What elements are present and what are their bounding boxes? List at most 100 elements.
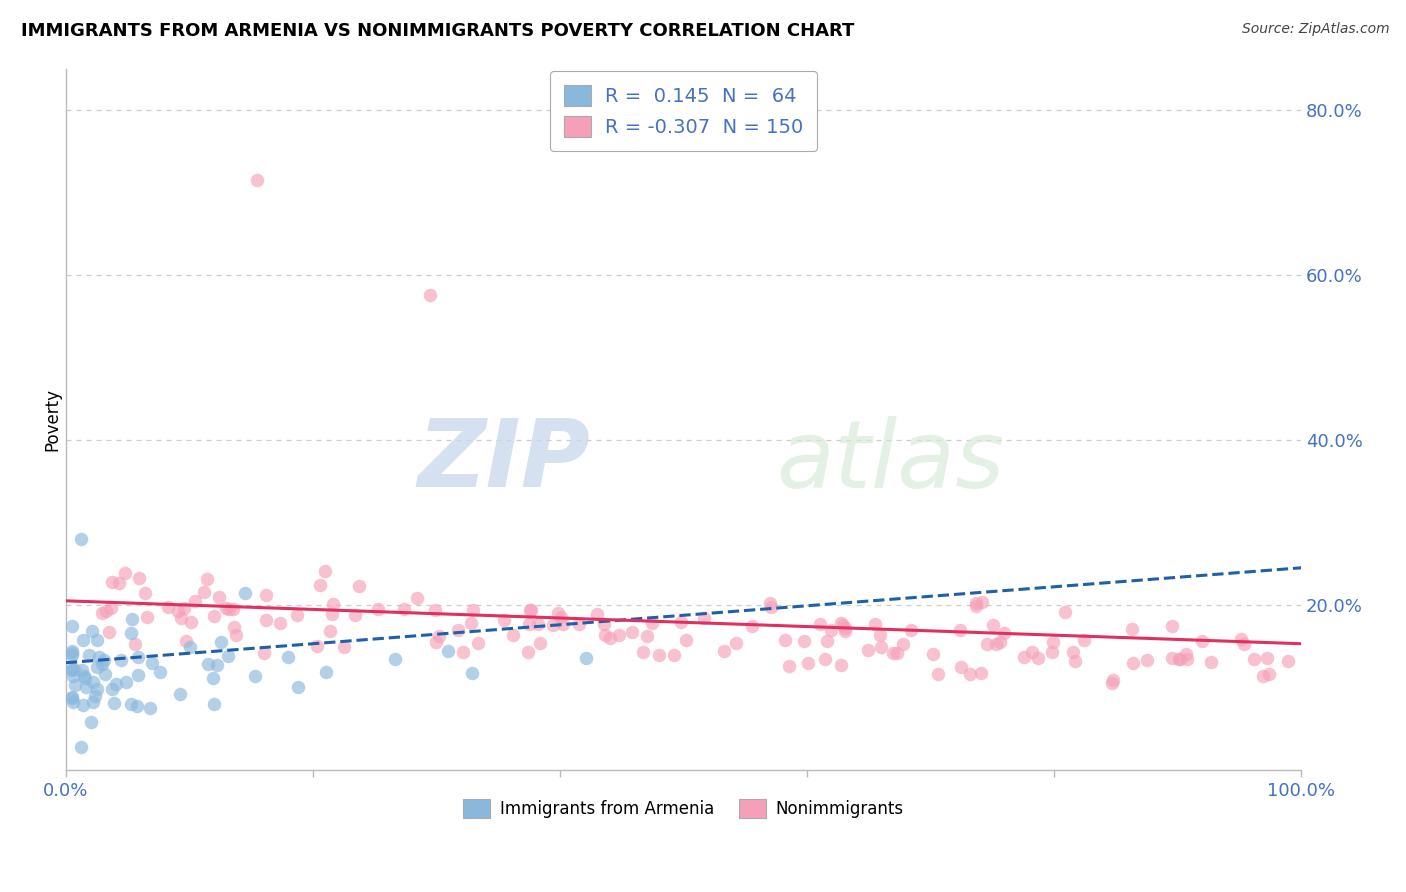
Point <box>91 657 114 672</box>
Point <box>830 658 852 673</box>
Point <box>80 624 103 639</box>
Point <box>419 288 441 302</box>
Point <box>882 646 904 660</box>
Point <box>343 607 366 622</box>
Point <box>834 624 856 638</box>
Point <box>575 651 598 665</box>
Text: ZIP: ZIP <box>418 416 591 508</box>
Point <box>993 626 1015 640</box>
Point <box>315 665 337 680</box>
Point <box>134 586 156 600</box>
Point <box>314 564 336 578</box>
Point <box>406 591 429 605</box>
Legend: Immigrants from Armenia, Nonimmigrants: Immigrants from Armenia, Nonimmigrants <box>457 793 911 825</box>
Point <box>1160 650 1182 665</box>
Text: IMMIGRANTS FROM ARMENIA VS NONIMMIGRANTS POVERTY CORRELATION CHART: IMMIGRANTS FROM ARMENIA VS NONIMMIGRANTS… <box>21 22 855 40</box>
Point <box>1012 649 1035 664</box>
Point <box>427 629 450 643</box>
Point <box>741 619 763 633</box>
Point <box>60 691 83 706</box>
Point <box>322 597 344 611</box>
Point <box>725 635 748 649</box>
Point <box>193 585 215 599</box>
Point <box>592 617 614 632</box>
Point <box>1122 657 1144 671</box>
Point <box>349 579 371 593</box>
Point <box>607 628 630 642</box>
Point <box>599 631 621 645</box>
Point <box>425 635 447 649</box>
Point <box>170 611 193 625</box>
Point <box>520 603 543 617</box>
Point <box>86 659 108 673</box>
Point <box>93 653 115 667</box>
Point <box>1040 645 1063 659</box>
Point <box>80 714 103 729</box>
Point <box>1161 618 1184 632</box>
Point <box>986 637 1008 651</box>
Point <box>869 628 891 642</box>
Point <box>1191 634 1213 648</box>
Point <box>205 657 228 672</box>
Point <box>120 626 142 640</box>
Point <box>75 680 97 694</box>
Point <box>197 657 219 672</box>
Point <box>222 620 245 634</box>
Point <box>100 600 122 615</box>
Point <box>965 596 987 610</box>
Point <box>1174 648 1197 662</box>
Point <box>307 639 329 653</box>
Point <box>202 697 225 711</box>
Point <box>202 609 225 624</box>
Point <box>174 634 197 648</box>
Point <box>1232 637 1254 651</box>
Point <box>494 613 516 627</box>
Point <box>103 696 125 710</box>
Point <box>69 532 91 546</box>
Point <box>169 687 191 701</box>
Point <box>107 576 129 591</box>
Point <box>101 681 124 696</box>
Point <box>97 625 120 640</box>
Point <box>1026 651 1049 665</box>
Point <box>467 636 489 650</box>
Point <box>529 636 551 650</box>
Point <box>1230 632 1253 646</box>
Y-axis label: Poverty: Poverty <box>44 388 62 450</box>
Point <box>1168 651 1191 665</box>
Point <box>1175 652 1198 666</box>
Point <box>815 634 838 648</box>
Point <box>91 606 114 620</box>
Point <box>949 623 972 637</box>
Point <box>965 599 987 613</box>
Point <box>96 604 118 618</box>
Point <box>72 698 94 713</box>
Point <box>988 635 1011 649</box>
Point <box>1256 650 1278 665</box>
Point <box>641 616 664 631</box>
Point <box>60 644 83 658</box>
Point <box>120 697 142 711</box>
Point <box>202 671 225 685</box>
Point <box>1243 652 1265 666</box>
Point <box>1199 655 1222 669</box>
Point <box>60 646 83 660</box>
Point <box>367 601 389 615</box>
Point <box>72 663 94 677</box>
Point <box>82 695 104 709</box>
Point <box>60 619 83 633</box>
Text: atlas: atlas <box>776 416 1004 507</box>
Point <box>863 616 886 631</box>
Point <box>636 629 658 643</box>
Point <box>1021 645 1043 659</box>
Point <box>921 647 943 661</box>
Point <box>309 578 332 592</box>
Point <box>70 739 93 754</box>
Point <box>541 617 564 632</box>
Point <box>184 594 207 608</box>
Point <box>87 650 110 665</box>
Point <box>136 610 159 624</box>
Point <box>215 600 238 615</box>
Point <box>1136 653 1159 667</box>
Point <box>1277 654 1299 668</box>
